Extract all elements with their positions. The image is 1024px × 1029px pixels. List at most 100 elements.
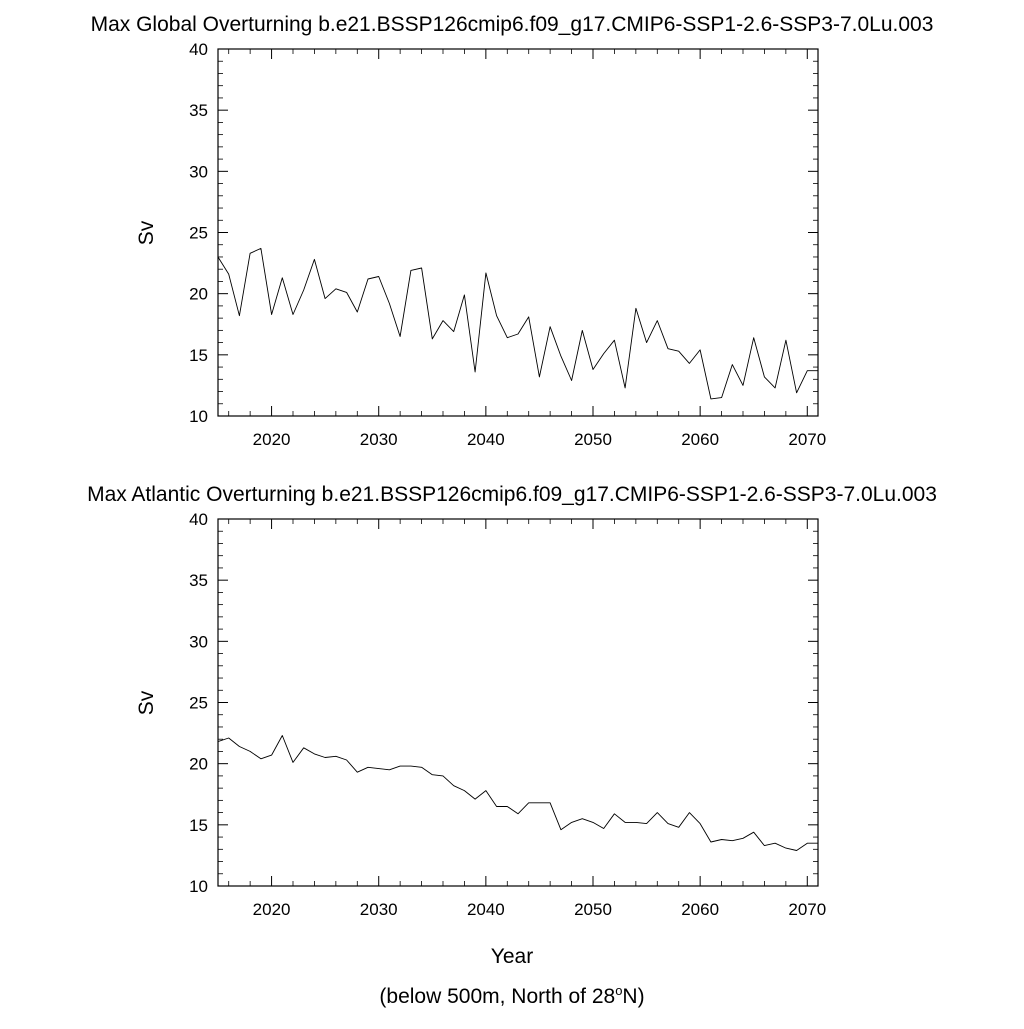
- data-point: [463, 789, 466, 792]
- data-point: [774, 842, 777, 845]
- panel-title: Max Global Overturning b.e21.BSSP126cmip…: [91, 13, 934, 36]
- data-point: [356, 311, 359, 314]
- y-tick-label: 40: [189, 510, 208, 529]
- data-point: [817, 842, 820, 845]
- data-point: [302, 289, 305, 292]
- data-point: [442, 319, 445, 322]
- global-overturning-panel: Max Global Overturning b.e21.BSSP126cmip…: [91, 13, 934, 449]
- data-point: [592, 821, 595, 824]
- data-point: [302, 746, 305, 749]
- footnote-suffix: N): [622, 985, 644, 1008]
- data-point: [270, 313, 273, 316]
- data-point: [688, 811, 691, 814]
- data-point: [388, 302, 391, 305]
- data-point: [474, 371, 477, 374]
- data-point: [345, 759, 348, 762]
- y-tick-label: 15: [189, 346, 208, 365]
- data-point: [334, 287, 337, 290]
- data-point: [709, 841, 712, 844]
- data-point: [367, 278, 370, 281]
- data-point: [592, 368, 595, 371]
- data-point: [399, 335, 402, 338]
- data-point: [388, 768, 391, 771]
- data-point: [409, 765, 412, 768]
- data-point: [624, 386, 627, 389]
- data-point: [688, 362, 691, 365]
- x-tick-label: 2060: [681, 430, 719, 449]
- data-point: [581, 329, 584, 332]
- data-point: [806, 842, 809, 845]
- x-tick-label: 2070: [788, 900, 826, 919]
- footnote-superscript: o: [615, 983, 622, 998]
- data-point: [292, 761, 295, 764]
- data-point: [667, 347, 670, 350]
- data-point: [452, 330, 455, 333]
- data-point: [431, 337, 434, 340]
- data-point: [806, 369, 809, 372]
- data-point: [259, 247, 262, 250]
- y-tick-label: 10: [189, 407, 208, 426]
- data-point: [602, 352, 605, 355]
- data-point: [463, 293, 466, 296]
- y-tick-label: 25: [189, 224, 208, 243]
- data-point: [324, 297, 327, 300]
- data-point: [795, 391, 798, 394]
- data-point: [356, 771, 359, 774]
- data-point: [731, 839, 734, 842]
- series-line: [217, 247, 818, 400]
- data-point: [334, 755, 337, 758]
- footnote: (below 500m, North of 28oN): [379, 983, 644, 1008]
- plot-frame: [217, 518, 819, 887]
- data-point: [752, 831, 755, 834]
- data-point: [227, 737, 230, 740]
- data-point: [817, 369, 820, 372]
- data-point: [484, 271, 487, 274]
- data-point: [656, 319, 659, 322]
- data-point: [270, 754, 273, 757]
- atlantic-overturning-panel: Max Atlantic Overturning b.e21.BSSP126cm…: [87, 483, 937, 968]
- y-axis-label: Sv: [135, 690, 158, 715]
- data-point: [313, 258, 316, 261]
- data-point: [699, 348, 702, 351]
- y-tick-label: 20: [189, 285, 208, 304]
- x-tick-label: 2050: [574, 430, 612, 449]
- x-tick-label: 2050: [574, 900, 612, 919]
- data-point: [784, 339, 787, 342]
- data-point: [624, 821, 627, 824]
- x-axis-label: Year: [491, 945, 533, 968]
- data-point: [742, 384, 745, 387]
- y-tick-label: 25: [189, 694, 208, 713]
- data-point: [442, 774, 445, 777]
- data-point: [527, 315, 530, 318]
- data-point: [281, 734, 284, 737]
- data-point: [324, 756, 327, 759]
- y-tick-label: 35: [189, 101, 208, 120]
- data-point: [731, 363, 734, 366]
- data-point: [420, 267, 423, 270]
- data-point: [581, 817, 584, 820]
- data-point: [409, 269, 412, 272]
- data-point: [484, 789, 487, 792]
- x-tick-label: 2030: [360, 430, 398, 449]
- data-point: [570, 821, 573, 824]
- data-point: [720, 838, 723, 841]
- y-tick-label: 10: [189, 877, 208, 896]
- y-tick-label: 15: [189, 816, 208, 835]
- data-point: [752, 336, 755, 339]
- data-point: [238, 314, 241, 317]
- data-point: [774, 386, 777, 389]
- data-point: [559, 355, 562, 358]
- data-point: [677, 826, 680, 829]
- data-point: [506, 805, 509, 808]
- data-point: [645, 822, 648, 825]
- data-point: [720, 396, 723, 399]
- data-point: [367, 766, 370, 769]
- data-point: [763, 375, 766, 378]
- footnote-prefix: (below 500m, North of 28: [379, 985, 615, 1008]
- data-point: [699, 822, 702, 825]
- data-point: [377, 767, 380, 770]
- data-point: [217, 256, 220, 259]
- data-point: [249, 252, 252, 255]
